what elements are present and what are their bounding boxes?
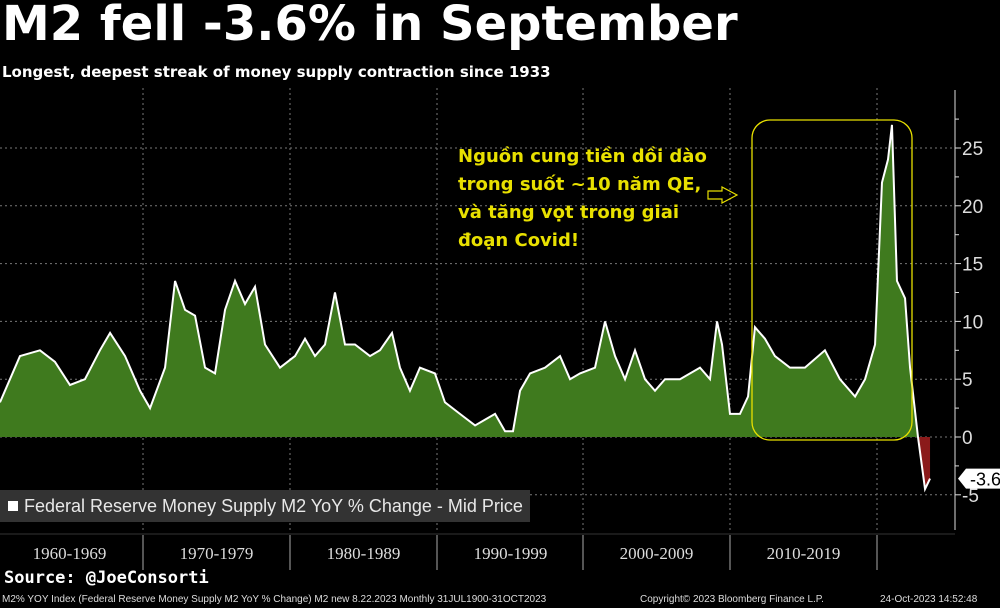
x-tick-label: 1970-1979	[179, 544, 254, 563]
annotation-line: và tăng vọt trong giai	[458, 202, 680, 223]
footer-index: M2% YOY Index (Federal Reserve Money Sup…	[2, 594, 547, 605]
page-subtitle: Longest, deepest streak of money supply …	[2, 63, 551, 81]
positive-area	[0, 124, 931, 437]
source-credit: Source: @JoeConsorti	[4, 568, 209, 588]
annotation-line: Nguồn cung tiền dồi dào	[458, 146, 707, 167]
legend-swatch	[8, 501, 18, 511]
y-tick-label: 0	[962, 428, 973, 449]
annotation-box	[751, 119, 913, 441]
y-tick-label: 15	[962, 255, 983, 276]
legend: Federal Reserve Money Supply M2 YoY % Ch…	[0, 490, 530, 522]
y-tick-label: 25	[962, 139, 983, 160]
annotation-line: đoạn Covid!	[458, 230, 580, 251]
footer-copyright: Copyright© 2023 Bloomberg Finance L.P.	[640, 594, 824, 605]
annotation-text: Nguồn cung tiền dồi dào trong suốt ~10 n…	[458, 143, 738, 255]
negative-area	[0, 437, 931, 490]
x-tick-label: 1990-1999	[473, 544, 548, 563]
x-tick-label: 2010-2019	[766, 544, 841, 563]
x-tick-label: 2000-2009	[619, 544, 694, 563]
y-tick-label: 5	[962, 370, 973, 391]
page-title: M2 fell -3.6% in September	[2, 0, 738, 52]
last-value-badge	[958, 468, 1000, 489]
footer-timestamp: 24-Oct-2023 14:52:48	[880, 594, 978, 605]
arrow-right-icon	[707, 186, 739, 204]
x-tick-label: 1960-1969	[32, 544, 107, 563]
y-tick-label: -5	[962, 486, 979, 507]
last-value-label: -3.6	[970, 470, 1000, 490]
y-tick-label: 10	[962, 312, 983, 333]
legend-label: Federal Reserve Money Supply M2 YoY % Ch…	[24, 495, 523, 516]
x-tick-label: 1980-1989	[326, 544, 401, 563]
y-tick-label: 20	[962, 197, 983, 218]
annotation-line: trong suốt ~10 năm QE,	[458, 174, 702, 195]
